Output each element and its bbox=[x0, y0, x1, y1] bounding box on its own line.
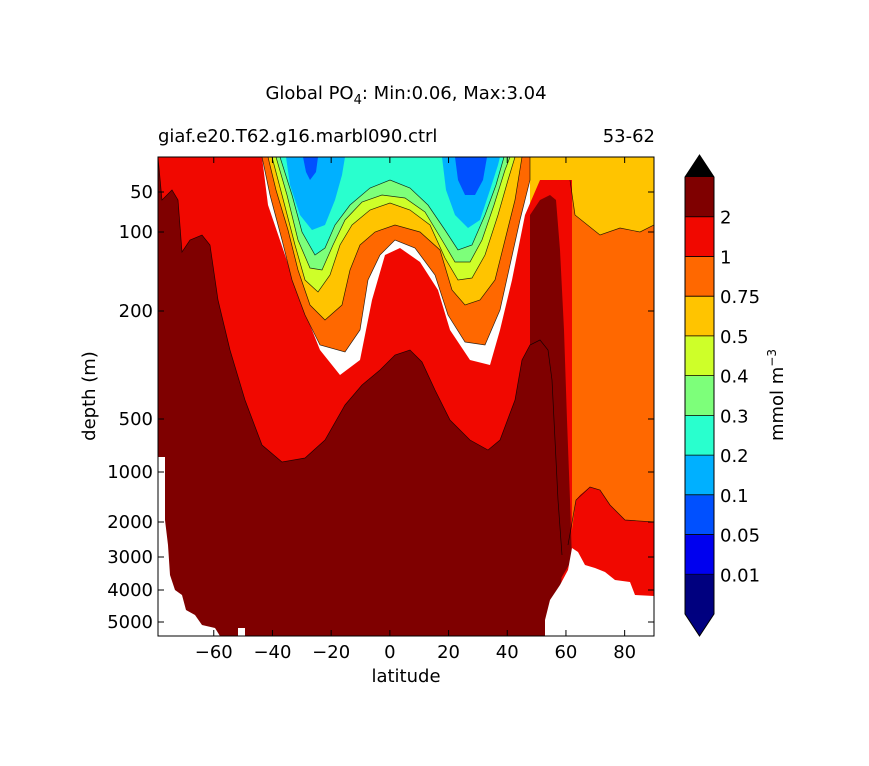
y-axis: 50 100 200 500 1000 2000 3000 4000 5000 bbox=[107, 182, 654, 633]
seafloor bbox=[158, 457, 654, 636]
colorbar-extend-min bbox=[685, 614, 714, 636]
colorbar-tick-label: 0.01 bbox=[720, 565, 760, 586]
x-axis-label: latitude bbox=[371, 666, 440, 687]
colorbar-label: mmol m−3 bbox=[765, 349, 788, 441]
contour-field bbox=[158, 157, 654, 636]
plot-frame bbox=[157, 156, 655, 637]
y-axis-label: depth (m) bbox=[79, 351, 100, 441]
x-axis: −60 −40 −20 0 20 40 60 80 bbox=[195, 157, 636, 663]
y-tick-label: 2000 bbox=[107, 512, 153, 533]
contour-lines bbox=[158, 157, 654, 556]
x-tick-label: 80 bbox=[613, 642, 636, 663]
colorbar-bin bbox=[685, 534, 714, 575]
chart-title: Global PO4: Min:0.06, Max:3.04 bbox=[265, 83, 546, 108]
x-tick-label: 0 bbox=[384, 642, 395, 663]
colorbar-outline bbox=[684, 154, 715, 637]
colorbar-bin bbox=[685, 415, 714, 456]
y-tick-label: 1000 bbox=[107, 462, 153, 483]
colorbar-tick-label: 0.3 bbox=[720, 406, 749, 427]
title-subscript: 4 bbox=[354, 93, 362, 108]
colorbar-tick-label: 2 bbox=[720, 208, 731, 229]
y-tick-label: 200 bbox=[119, 301, 153, 322]
colorbar: 0.01 0.05 0.1 0.2 0.3 0.4 0.5 0.75 1 2 bbox=[684, 154, 760, 637]
x-tick-label: 60 bbox=[554, 642, 577, 663]
title-suffix: : Min:0.06, Max:3.04 bbox=[362, 83, 547, 104]
colorbar-tick-label: 0.75 bbox=[720, 287, 760, 308]
y-tick-label: 50 bbox=[130, 182, 153, 203]
colorbar-label-exponent: −3 bbox=[765, 349, 779, 367]
colorbar-tick-label: 0.4 bbox=[720, 367, 749, 388]
colorbar-bin bbox=[685, 256, 714, 297]
colorbar-bin bbox=[685, 177, 714, 218]
x-tick-label: −20 bbox=[312, 642, 350, 663]
subtitle-right: 53-62 bbox=[603, 126, 655, 147]
x-tick-label: 20 bbox=[437, 642, 460, 663]
colorbar-tick-label: 0.1 bbox=[720, 486, 749, 507]
band-darkred bbox=[158, 157, 562, 636]
colorbar-tick-label: 0.05 bbox=[720, 526, 760, 547]
colorbar-bin bbox=[685, 296, 714, 337]
colorbar-tick-label: 0.2 bbox=[720, 446, 749, 467]
y-tick-label: 500 bbox=[119, 409, 153, 430]
y-tick-label: 100 bbox=[119, 222, 153, 243]
band-blue-north bbox=[455, 157, 487, 195]
y-tick-label: 5000 bbox=[107, 612, 153, 633]
colorbar-bin bbox=[685, 216, 714, 257]
colorbar-bin bbox=[685, 335, 714, 377]
subtitle-left: giaf.e20.T62.g16.marbl090.ctrl bbox=[158, 126, 437, 147]
colorbar-extend-max bbox=[685, 155, 714, 177]
colorbar-bin bbox=[685, 494, 714, 536]
x-tick-label: −40 bbox=[253, 642, 291, 663]
colorbar-tick-label: 0.5 bbox=[720, 327, 749, 348]
band-blue-south bbox=[303, 157, 318, 180]
x-tick-label: 40 bbox=[496, 642, 519, 663]
colorbar-bin bbox=[685, 574, 714, 615]
colorbar-tick-label: 1 bbox=[720, 247, 731, 268]
band-lightblue-south bbox=[286, 157, 345, 230]
y-tick-label: 4000 bbox=[107, 580, 153, 601]
colorbar-bin bbox=[685, 375, 714, 416]
title-prefix: Global PO bbox=[265, 83, 353, 104]
y-tick-label: 3000 bbox=[107, 547, 153, 568]
band-darkred-north bbox=[530, 195, 572, 636]
colorbar-label-base: mmol m bbox=[767, 367, 788, 441]
x-tick-label: −60 bbox=[195, 642, 233, 663]
colorbar-bin bbox=[685, 455, 714, 496]
